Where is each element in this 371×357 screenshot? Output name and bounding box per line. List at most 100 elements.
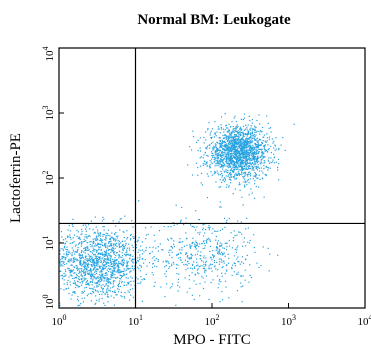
scatter-point <box>91 221 92 222</box>
scatter-point <box>255 127 256 128</box>
scatter-point <box>203 165 204 166</box>
scatter-point <box>73 273 74 274</box>
scatter-point <box>266 167 267 168</box>
scatter-point <box>66 241 67 242</box>
scatter-point <box>223 154 224 155</box>
scatter-point <box>215 172 216 173</box>
scatter-point <box>257 144 258 145</box>
scatter-point <box>200 265 201 266</box>
scatter-point <box>223 145 224 146</box>
scatter-point <box>236 235 237 236</box>
scatter-point <box>226 246 227 247</box>
scatter-point <box>169 255 170 256</box>
scatter-point <box>243 156 244 157</box>
scatter-point <box>186 238 187 239</box>
y-tick-label: 101 <box>41 236 56 251</box>
scatter-point <box>90 281 91 282</box>
scatter-point <box>254 134 255 135</box>
scatter-point <box>118 254 119 255</box>
scatter-point <box>253 176 254 177</box>
scatter-point <box>115 260 116 261</box>
scatter-point <box>270 157 271 158</box>
scatter-point <box>108 243 109 244</box>
scatter-point <box>140 270 141 271</box>
scatter-point <box>232 130 233 131</box>
scatter-point <box>249 194 250 195</box>
scatter-point <box>96 245 97 246</box>
scatter-point <box>91 241 92 242</box>
scatter-point <box>140 250 141 251</box>
scatter-point <box>219 187 220 188</box>
scatter-point <box>104 244 105 245</box>
scatter-point <box>68 277 69 278</box>
scatter-point <box>154 266 155 267</box>
scatter-point <box>215 158 216 159</box>
scatter-point <box>246 142 247 143</box>
scatter-point <box>84 236 85 237</box>
scatter-point <box>229 142 230 143</box>
scatter-point <box>222 299 223 300</box>
scatter-point <box>222 176 223 177</box>
scatter-point <box>215 165 216 166</box>
scatter-point <box>249 150 250 151</box>
scatter-point <box>231 268 232 269</box>
scatter-point <box>232 265 233 266</box>
scatter-point <box>216 147 217 148</box>
scatter-point <box>249 264 250 265</box>
scatter-point <box>152 257 153 258</box>
scatter-point <box>243 147 244 148</box>
scatter-point <box>128 269 129 270</box>
scatter-point <box>132 245 133 246</box>
scatter-point <box>242 169 243 170</box>
scatter-point <box>100 281 101 282</box>
scatter-point <box>236 160 237 161</box>
scatter-point <box>132 256 133 257</box>
scatter-point <box>235 134 236 135</box>
scatter-point <box>91 293 92 294</box>
scatter-point <box>169 250 170 251</box>
scatter-point <box>260 139 261 140</box>
scatter-point <box>91 277 92 278</box>
scatter-point <box>237 124 238 125</box>
scatter-point <box>275 150 276 151</box>
scatter-point <box>227 148 228 149</box>
scatter-point <box>233 131 234 132</box>
scatter-point <box>102 273 103 274</box>
scatter-point <box>206 242 207 243</box>
scatter-point <box>98 269 99 270</box>
scatter-point <box>105 273 106 274</box>
scatter-point <box>218 129 219 130</box>
scatter-point <box>126 285 127 286</box>
scatter-point <box>72 292 73 293</box>
scatter-point <box>106 233 107 234</box>
scatter-point <box>246 152 247 153</box>
scatter-point <box>254 198 255 199</box>
scatter-point <box>87 250 88 251</box>
scatter-point <box>205 264 206 265</box>
scatter-point <box>211 159 212 160</box>
scatter-point <box>263 156 264 157</box>
scatter-point <box>255 173 256 174</box>
scatter-point <box>233 142 234 143</box>
scatter-point <box>110 238 111 239</box>
scatter-point <box>250 240 251 241</box>
scatter-point <box>74 235 75 236</box>
scatter-point <box>245 138 246 139</box>
scatter-point <box>244 114 245 115</box>
scatter-point <box>210 264 211 265</box>
scatter-point <box>137 278 138 279</box>
scatter-point <box>78 231 79 232</box>
scatter-point <box>67 280 68 281</box>
scatter-point <box>122 241 123 242</box>
scatter-point <box>228 164 229 165</box>
scatter-point <box>102 240 103 241</box>
scatter-point <box>264 197 265 198</box>
scatter-point <box>96 286 97 287</box>
scatter-point <box>196 284 197 285</box>
scatter-point <box>248 165 249 166</box>
scatter-point <box>103 277 104 278</box>
scatter-point <box>94 267 95 268</box>
scatter-point <box>173 263 174 264</box>
scatter-point <box>138 252 139 253</box>
